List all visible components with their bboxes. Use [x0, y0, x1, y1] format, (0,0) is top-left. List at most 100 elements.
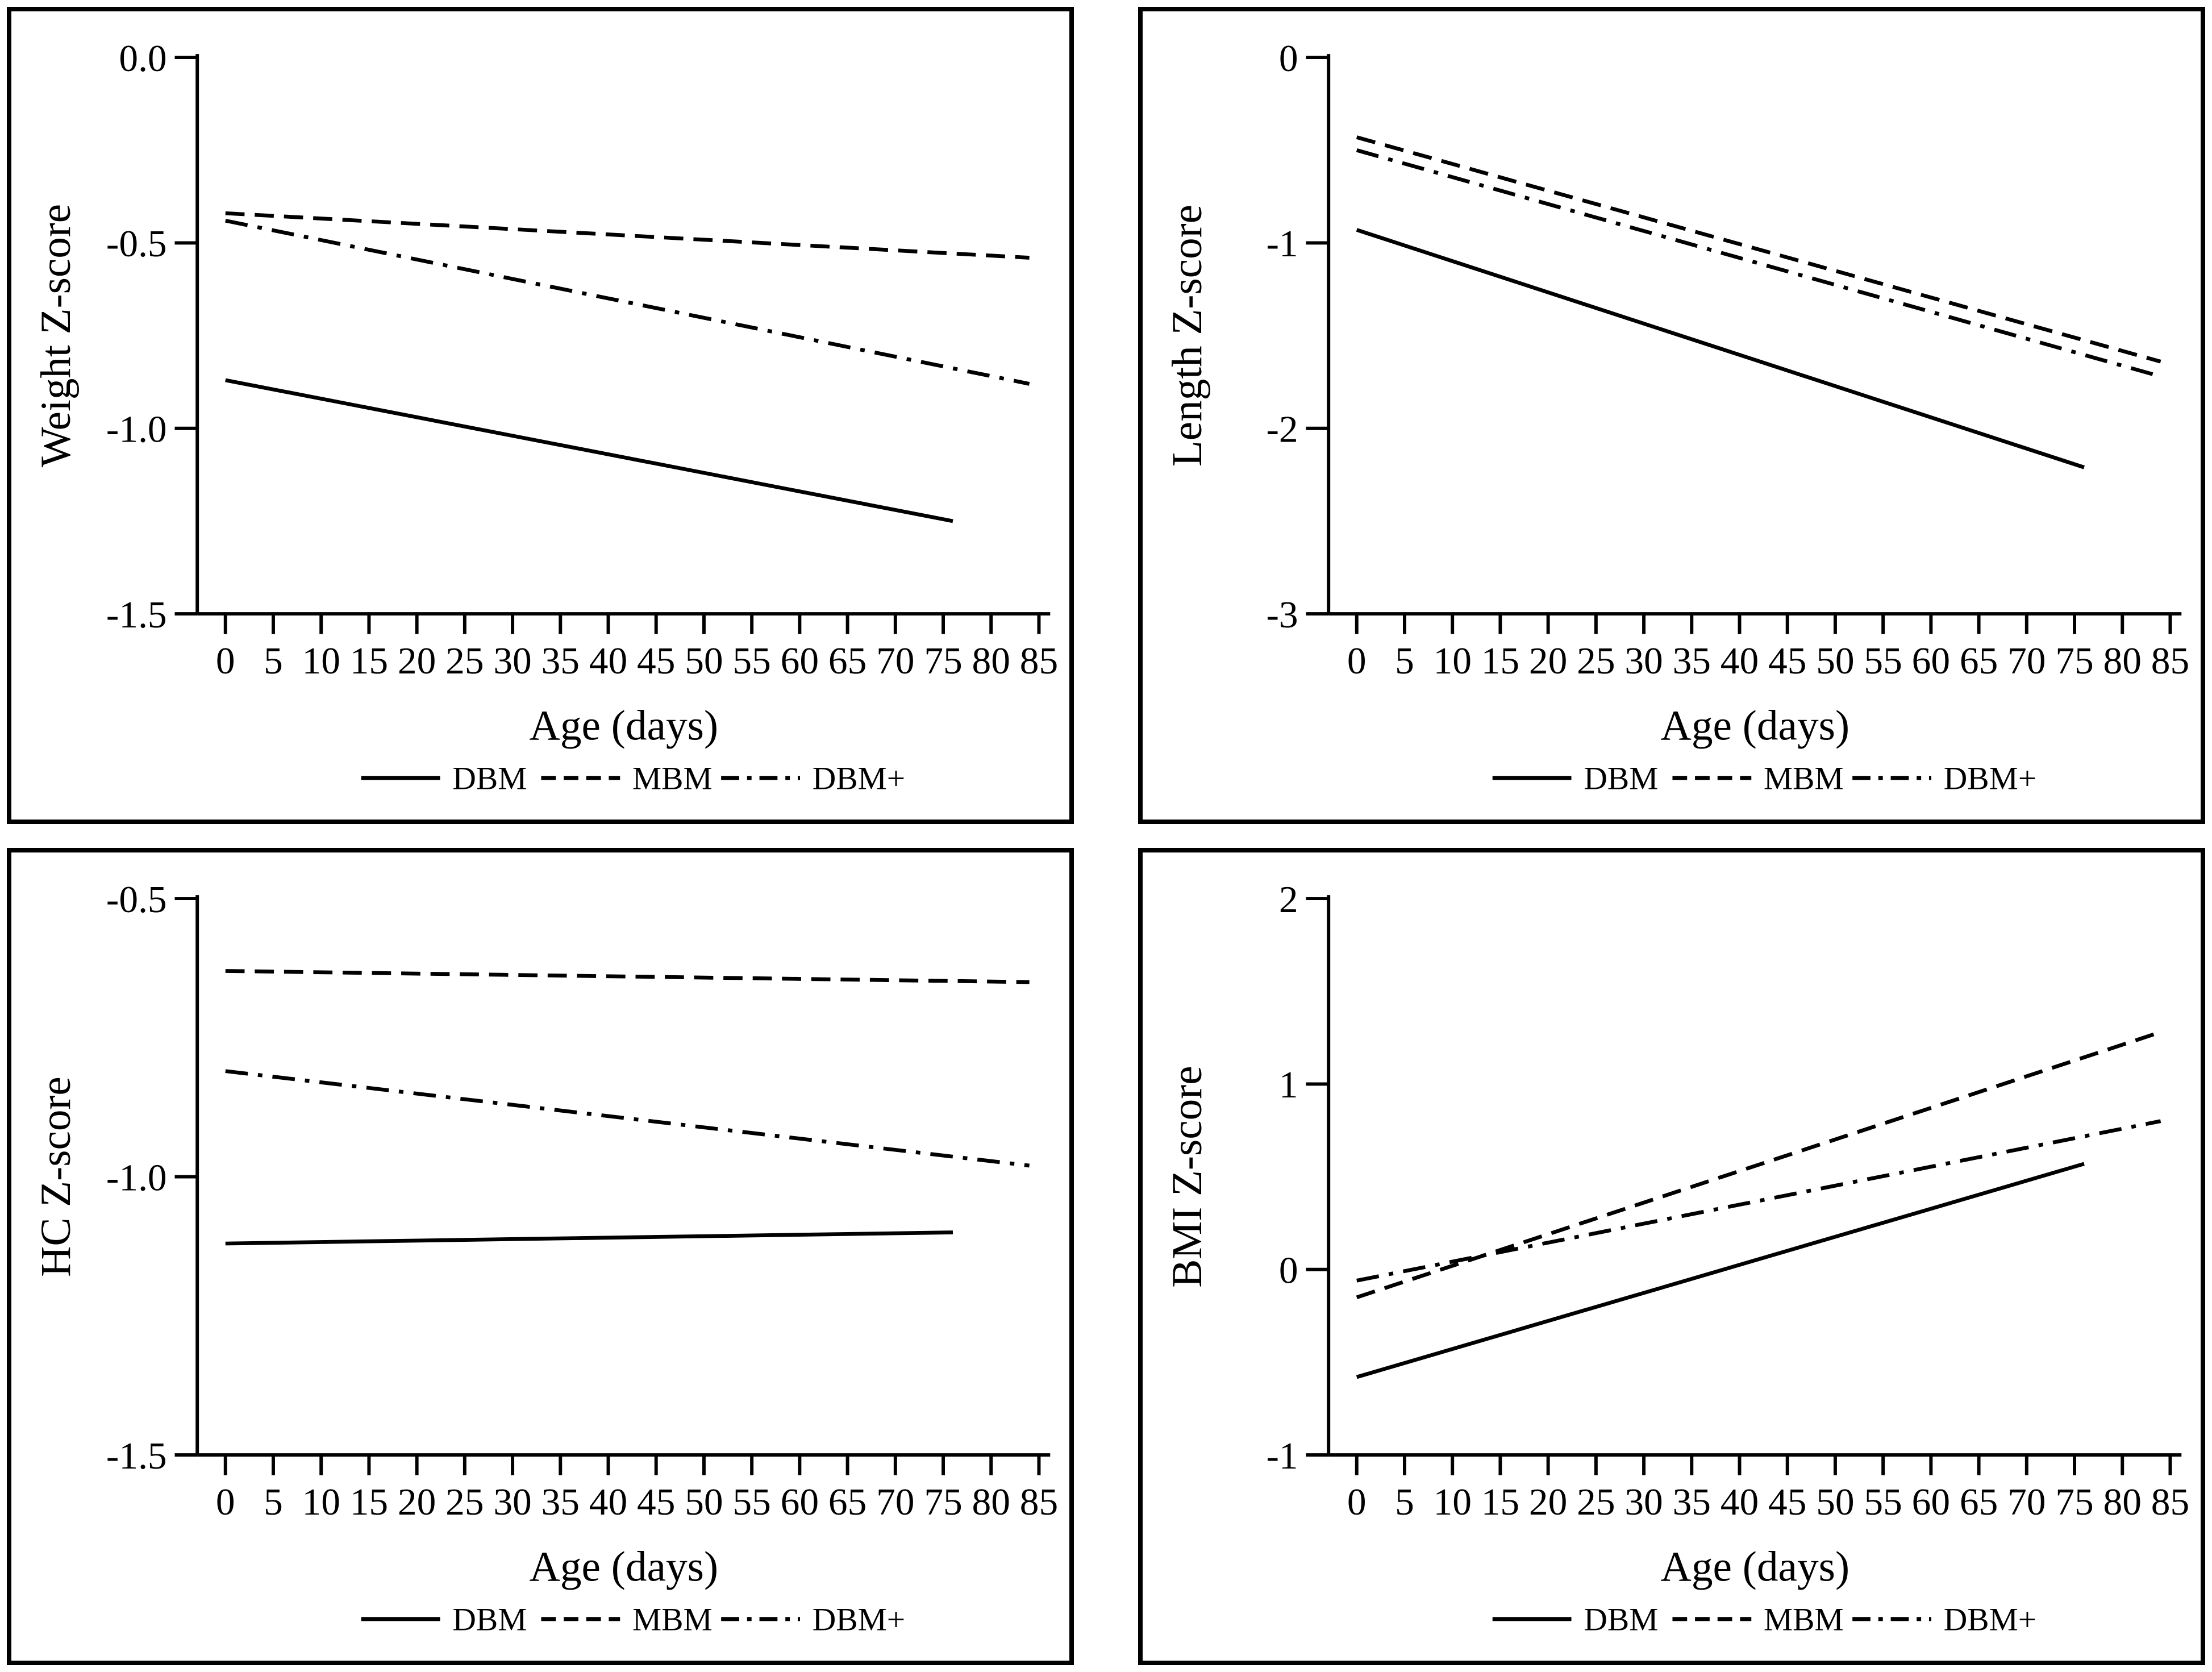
- x-tick-label: 10: [302, 1480, 340, 1523]
- y-tick-label: -1: [1266, 1434, 1298, 1477]
- x-tick-label: 80: [972, 639, 1010, 682]
- y-tick-label: -1.5: [106, 1434, 167, 1477]
- legend-label-MBM: MBM: [632, 1602, 713, 1638]
- y-axis-title: Length Z-score: [1164, 205, 1211, 467]
- y-tick-label: -2: [1266, 408, 1298, 451]
- hc-zscore-chart: 0 5 10 15 20 25 30 35 40 45 50 55 60 65 70 75 80 85 -0.5 -1…: [32, 878, 1058, 1638]
- x-tick-label: 15: [1481, 639, 1519, 682]
- x-tick-label: 75: [2055, 639, 2093, 682]
- x-tick-label: 5: [264, 639, 283, 682]
- x-tick-label: 15: [350, 639, 388, 682]
- series-line-DBM: [1356, 1162, 2085, 1379]
- x-tick-label: 60: [1912, 1480, 1950, 1523]
- y-tick-label: -1: [1266, 222, 1298, 265]
- x-tick-label: 45: [1768, 639, 1806, 682]
- x-tick-label: 10: [302, 639, 340, 682]
- series-line-DBM+: [1356, 148, 2161, 379]
- x-tick-label: 40: [1721, 639, 1759, 682]
- x-tick-label: 10: [1433, 639, 1471, 682]
- x-tick-label: 65: [828, 639, 867, 682]
- x-tick-label: 85: [2151, 1480, 2189, 1523]
- x-tick-label: 15: [1481, 1480, 1519, 1523]
- x-tick-label: 55: [1864, 639, 1902, 682]
- series-line-DBM: [1356, 228, 2085, 469]
- y-tick-label: 0: [1279, 37, 1298, 80]
- y-axis-title: HC Z-score: [32, 1076, 80, 1277]
- x-tick-label: 65: [1960, 639, 1998, 682]
- x-axis-title: Age (days): [529, 1544, 718, 1591]
- series-line-DBM+: [225, 1069, 1030, 1168]
- length-zscore-chart: 0 5 10 15 20 25 30 35 40 45 50 55 60 65 70 75 80 850-1-2-…: [1164, 37, 2189, 797]
- x-tick-label: 0: [216, 639, 235, 682]
- y-tick-label: 0.0: [119, 37, 166, 80]
- legend-label-DBM+: DBM+: [813, 761, 905, 797]
- series-line-MBM: [1356, 1030, 2161, 1299]
- x-tick-label: 40: [1721, 1480, 1759, 1523]
- x-tick-label: 25: [445, 1480, 484, 1523]
- y-tick-label: -1.5: [106, 593, 167, 636]
- x-tick-label: 75: [924, 1480, 962, 1523]
- x-tick-label: 85: [1020, 1480, 1058, 1523]
- x-tick-label: 50: [1816, 1480, 1854, 1523]
- y-tick-label: -0.5: [106, 222, 167, 265]
- x-tick-label: 20: [1529, 639, 1567, 682]
- series-line-MBM: [1356, 135, 2161, 364]
- legend-label-DBM+: DBM+: [813, 1602, 905, 1638]
- panel-length-zscore: 0 5 10 15 20 25 30 35 40 45 50 55 60 65 70 75 80 85 0 -1 -2-…: [1138, 7, 2205, 824]
- legend-label-MBM: MBM: [632, 761, 713, 797]
- x-tick-label: 35: [541, 639, 580, 682]
- series-line-DBM: [225, 1230, 953, 1246]
- x-tick-label: 10: [1433, 1480, 1471, 1523]
- x-tick-label: 35: [1673, 1480, 1711, 1523]
- x-tick-label: 35: [541, 1480, 580, 1523]
- x-axis-title: Age (days): [1660, 1544, 1849, 1591]
- x-tick-label: 20: [1529, 1480, 1567, 1523]
- x-tick-label: 70: [2007, 1480, 2046, 1523]
- x-tick-label: 30: [1624, 639, 1663, 682]
- y-tick-label: -3: [1266, 593, 1298, 636]
- x-tick-label: 45: [1768, 1480, 1806, 1523]
- x-tick-label: 60: [781, 1480, 819, 1523]
- legend: DBM MBM DBM+: [1492, 1602, 2036, 1638]
- x-tick-label: 50: [685, 639, 723, 682]
- x-tick-label: 40: [589, 639, 627, 682]
- y-tick-label: -1.0: [106, 408, 167, 451]
- x-tick-label: 60: [1912, 639, 1950, 682]
- x-axis-title: Age (days): [1660, 702, 1849, 750]
- x-tick-label: 80: [2103, 639, 2142, 682]
- legend-label-MBM: MBM: [1764, 1602, 1844, 1638]
- x-tick-label: 35: [1673, 639, 1711, 682]
- y-tick-label: 0: [1279, 1249, 1298, 1292]
- y-tick-label: 1: [1279, 1063, 1298, 1106]
- x-tick-label: 70: [876, 1480, 914, 1523]
- x-tick-label: 75: [924, 639, 962, 682]
- y-axis-title: Weight Z-score: [32, 204, 80, 467]
- x-tick-label: 55: [1864, 1480, 1902, 1523]
- legend-label-DBM: DBM: [1584, 1602, 1658, 1638]
- x-tick-label: 70: [2007, 639, 2046, 682]
- x-tick-label: 80: [972, 1480, 1010, 1523]
- weight-zscore-chart: 0 5 10 15 20 25 30 35 40 45 50 55 60 65 70 75 80 85 0.0 -0.…: [32, 37, 1058, 797]
- x-tick-label: 0: [216, 1480, 235, 1523]
- bmi-zscore-chart: 0 5 10 15 20 25 30 35 40 45 50 55 60 65 70 75 80 85210-1A…: [1164, 878, 2189, 1638]
- legend-label-DBM+: DBM+: [1944, 761, 2036, 797]
- legend: DBM MBM DBM+: [361, 761, 905, 797]
- x-tick-label: 45: [637, 1480, 675, 1523]
- x-tick-label: 65: [1960, 1480, 1998, 1523]
- series-line-DBM: [225, 378, 953, 523]
- legend-label-DBM: DBM: [452, 761, 527, 797]
- x-tick-label: 75: [2055, 1480, 2093, 1523]
- x-tick-label: 0: [1347, 639, 1367, 682]
- legend-label-DBM: DBM: [1584, 761, 1658, 797]
- x-tick-label: 40: [589, 1480, 627, 1523]
- x-tick-label: 70: [876, 639, 914, 682]
- legend: DBM MBM DBM+: [1492, 761, 2036, 797]
- x-tick-label: 65: [828, 1480, 867, 1523]
- x-tick-label: 50: [685, 1480, 723, 1523]
- legend-label-MBM: MBM: [1764, 761, 1844, 797]
- x-tick-label: 30: [1624, 1480, 1663, 1523]
- y-tick-label: 2: [1279, 878, 1298, 921]
- x-tick-label: 15: [350, 1480, 388, 1523]
- x-tick-label: 25: [1577, 1480, 1615, 1523]
